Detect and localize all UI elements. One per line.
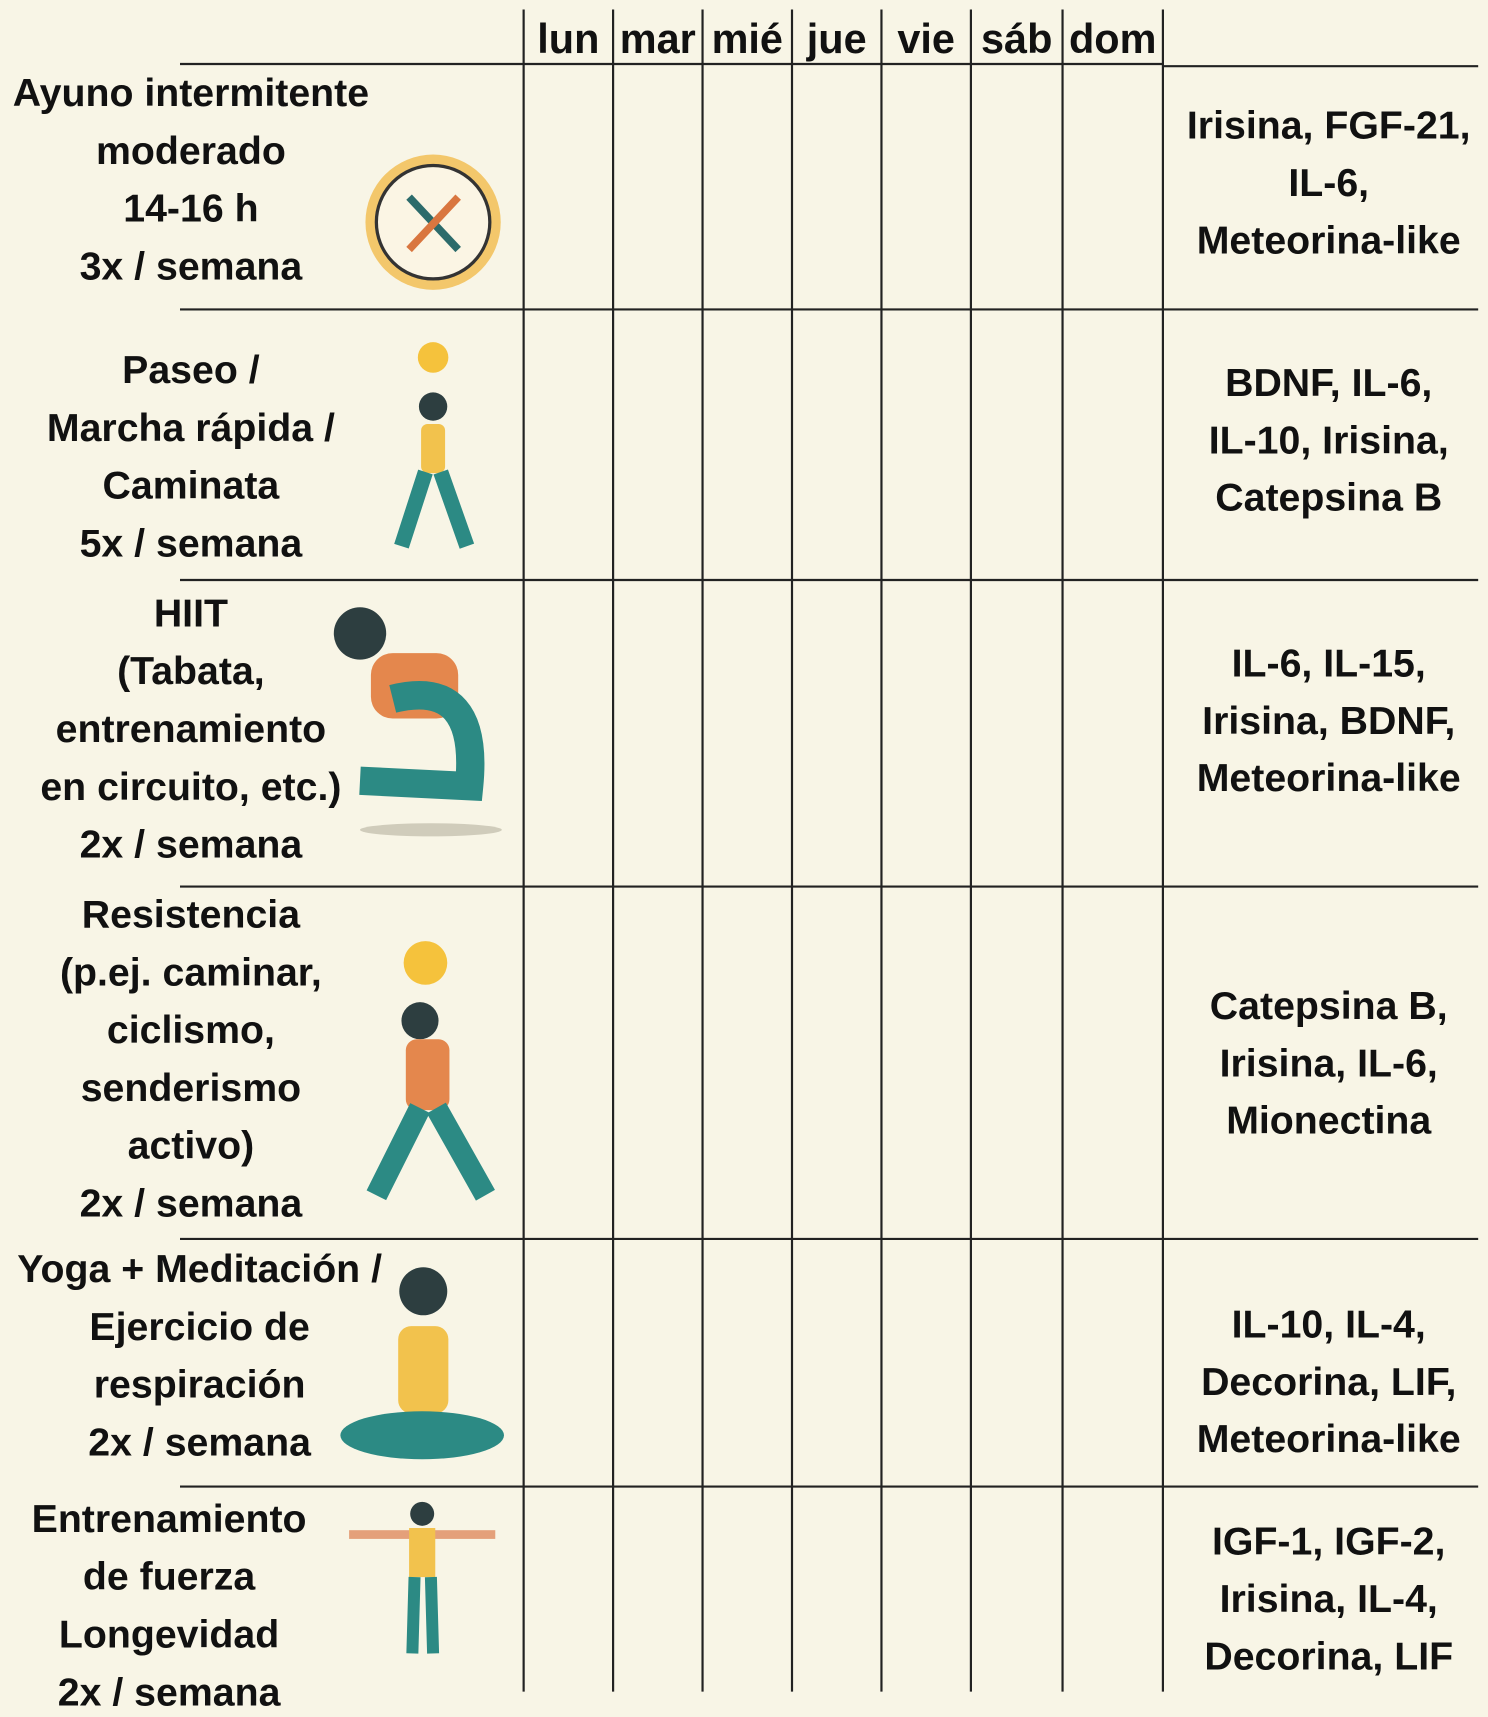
myokine-label: IL-6, <box>1288 161 1369 205</box>
myokine-label: Catepsina B, <box>1210 984 1448 1028</box>
activity-label: Ejercicio de <box>89 1305 309 1349</box>
myokine-label: IL-10, Irisina, <box>1209 418 1449 462</box>
day-header: mar <box>620 15 696 62</box>
myokine-label: BDNF, IL-6, <box>1225 361 1432 405</box>
day-header: mié <box>712 15 783 62</box>
myokine-label: IL-6, IL-15, <box>1232 642 1426 686</box>
myokine-label: Meteorina-like <box>1197 1417 1461 1461</box>
activity-label: 5x / semana <box>80 522 304 566</box>
myokine-label: IL-10, IL-4, <box>1232 1303 1426 1347</box>
myokine-label: Meteorina-like <box>1197 218 1461 262</box>
myokine-label: Irisina, IL-6, <box>1220 1041 1438 1085</box>
activity-label: Paseo / <box>122 348 260 392</box>
day-header: lun <box>537 15 599 62</box>
day-header: sáb <box>981 15 1052 62</box>
activity-label: Resistencia <box>82 892 301 936</box>
day-header: jue <box>806 15 867 62</box>
myokine-label: Irisina, BDNF, <box>1202 699 1455 743</box>
activity-label: (Tabata, <box>117 649 265 693</box>
myokine-label: Meteorina-like <box>1197 756 1461 800</box>
myokine-label: Catepsina B <box>1215 476 1442 520</box>
myokine-label: IGF-1, IGF-2, <box>1212 1520 1445 1564</box>
activity-label: Ayuno intermitente <box>13 71 369 115</box>
activity-label: (p.ej. caminar, <box>60 950 322 994</box>
activity-label: 2x / semana <box>58 1670 282 1712</box>
myokine-label: Mionectina <box>1226 1099 1432 1143</box>
activity-label: Marcha rápida / <box>47 406 335 450</box>
activity-label: activo) <box>128 1124 255 1168</box>
activity-label: ciclismo, <box>107 1008 275 1052</box>
myokine-label: Decorina, LIF, <box>1201 1360 1456 1404</box>
activity-label: Longevidad <box>59 1612 279 1656</box>
activity-label: moderado <box>96 129 286 173</box>
activity-label: entrenamiento <box>56 707 327 751</box>
activity-label: en circuito, etc.) <box>40 765 341 809</box>
myokine-label: Decorina, LIF <box>1204 1634 1453 1678</box>
myokine-label: Irisina, IL-4, <box>1220 1577 1438 1621</box>
activity-label: HIIT <box>154 591 228 635</box>
day-header: vie <box>897 15 955 62</box>
activity-label: Caminata <box>103 464 281 508</box>
activity-label: 2x / semana <box>80 823 304 867</box>
activity-label: 3x / semana <box>80 244 304 288</box>
myokine-label: Irisina, FGF-21, <box>1187 104 1471 148</box>
activity-label: de fuerza <box>83 1555 257 1599</box>
activity-label: senderismo <box>81 1066 301 1110</box>
day-header: dom <box>1069 15 1156 62</box>
activity-label: 14-16 h <box>123 187 258 231</box>
table-grid <box>180 9 1479 1692</box>
activity-label: Yoga + Meditación / <box>17 1247 382 1291</box>
illustrations <box>333 154 504 1654</box>
activity-label: 2x / semana <box>88 1420 312 1464</box>
activity-label: respiración <box>94 1363 306 1407</box>
activity-label: Entrenamiento <box>32 1497 307 1541</box>
activity-label: 2x / semana <box>80 1182 304 1226</box>
